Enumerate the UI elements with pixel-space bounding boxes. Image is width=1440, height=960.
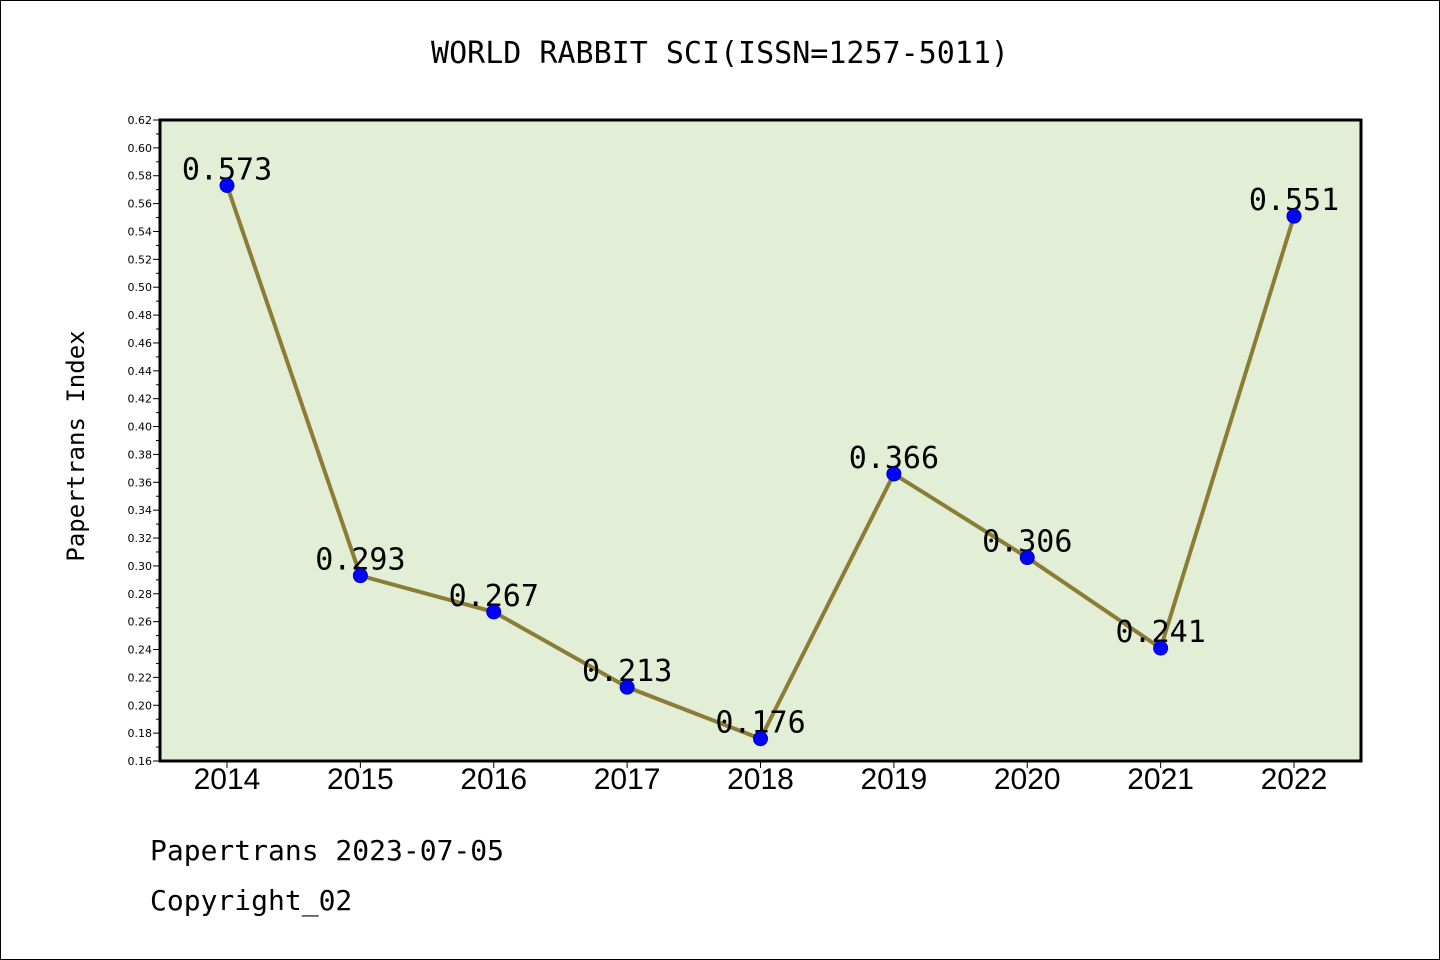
y-tick-label: 0.62 (128, 114, 153, 127)
data-point (352, 568, 368, 584)
x-tick-label: 2021 (1127, 763, 1194, 796)
y-tick-label: 0.34 (128, 504, 153, 517)
y-tick-label: 0.20 (128, 699, 153, 712)
data-point (486, 604, 502, 620)
y-tick-label: 0.30 (128, 560, 153, 573)
x-tick-label: 2014 (194, 763, 261, 796)
plot-border (158, 118, 1363, 763)
x-tick-label: 2020 (994, 763, 1061, 796)
y-tick-label: 0.50 (128, 281, 153, 294)
y-tick-label: 0.38 (128, 448, 153, 461)
y-tick-label: 0.48 (128, 309, 153, 322)
y-tick-label: 0.36 (128, 476, 153, 489)
x-tick-label: 2018 (727, 763, 794, 796)
chart-title: WORLD RABBIT SCI(ISSN=1257-5011) (431, 36, 1009, 71)
x-tick-label: 2015 (327, 763, 394, 796)
footer-copyright: Copyright_02 (150, 884, 353, 917)
data-point (1286, 208, 1302, 224)
y-tick-label: 0.40 (128, 421, 153, 434)
y-tick-label: 0.54 (128, 225, 153, 238)
y-tick-label: 0.58 (128, 170, 153, 183)
x-tick-label: 2017 (594, 763, 661, 796)
y-tick-label: 0.42 (128, 393, 153, 406)
y-tick-label: 0.52 (128, 253, 153, 266)
plot-area (160, 120, 1361, 761)
y-tick-label: 0.22 (128, 671, 153, 684)
y-tick-label: 0.32 (128, 532, 153, 545)
y-tick-label: 0.16 (128, 755, 153, 768)
y-tick-label: 0.46 (128, 337, 153, 350)
y-tick-label: 0.26 (128, 616, 153, 629)
data-point (753, 731, 768, 747)
data-point (886, 466, 902, 482)
data-point (1019, 550, 1035, 566)
y-tick-label: 0.18 (128, 727, 153, 740)
data-point (219, 177, 235, 193)
x-tick-label: 2022 (1261, 763, 1328, 796)
y-tick-label: 0.44 (128, 365, 153, 378)
data-point (1153, 640, 1169, 656)
x-tick-label: 2019 (861, 763, 928, 796)
x-tick-label: 2016 (460, 763, 527, 796)
y-tick-label: 0.24 (128, 644, 153, 657)
y-tick-label: 0.60 (128, 142, 153, 155)
footer-date: Papertrans 2023-07-05 (150, 834, 505, 867)
data-point (619, 679, 635, 695)
y-tick-label: 0.28 (128, 588, 153, 601)
y-tick-label: 0.56 (128, 198, 153, 211)
